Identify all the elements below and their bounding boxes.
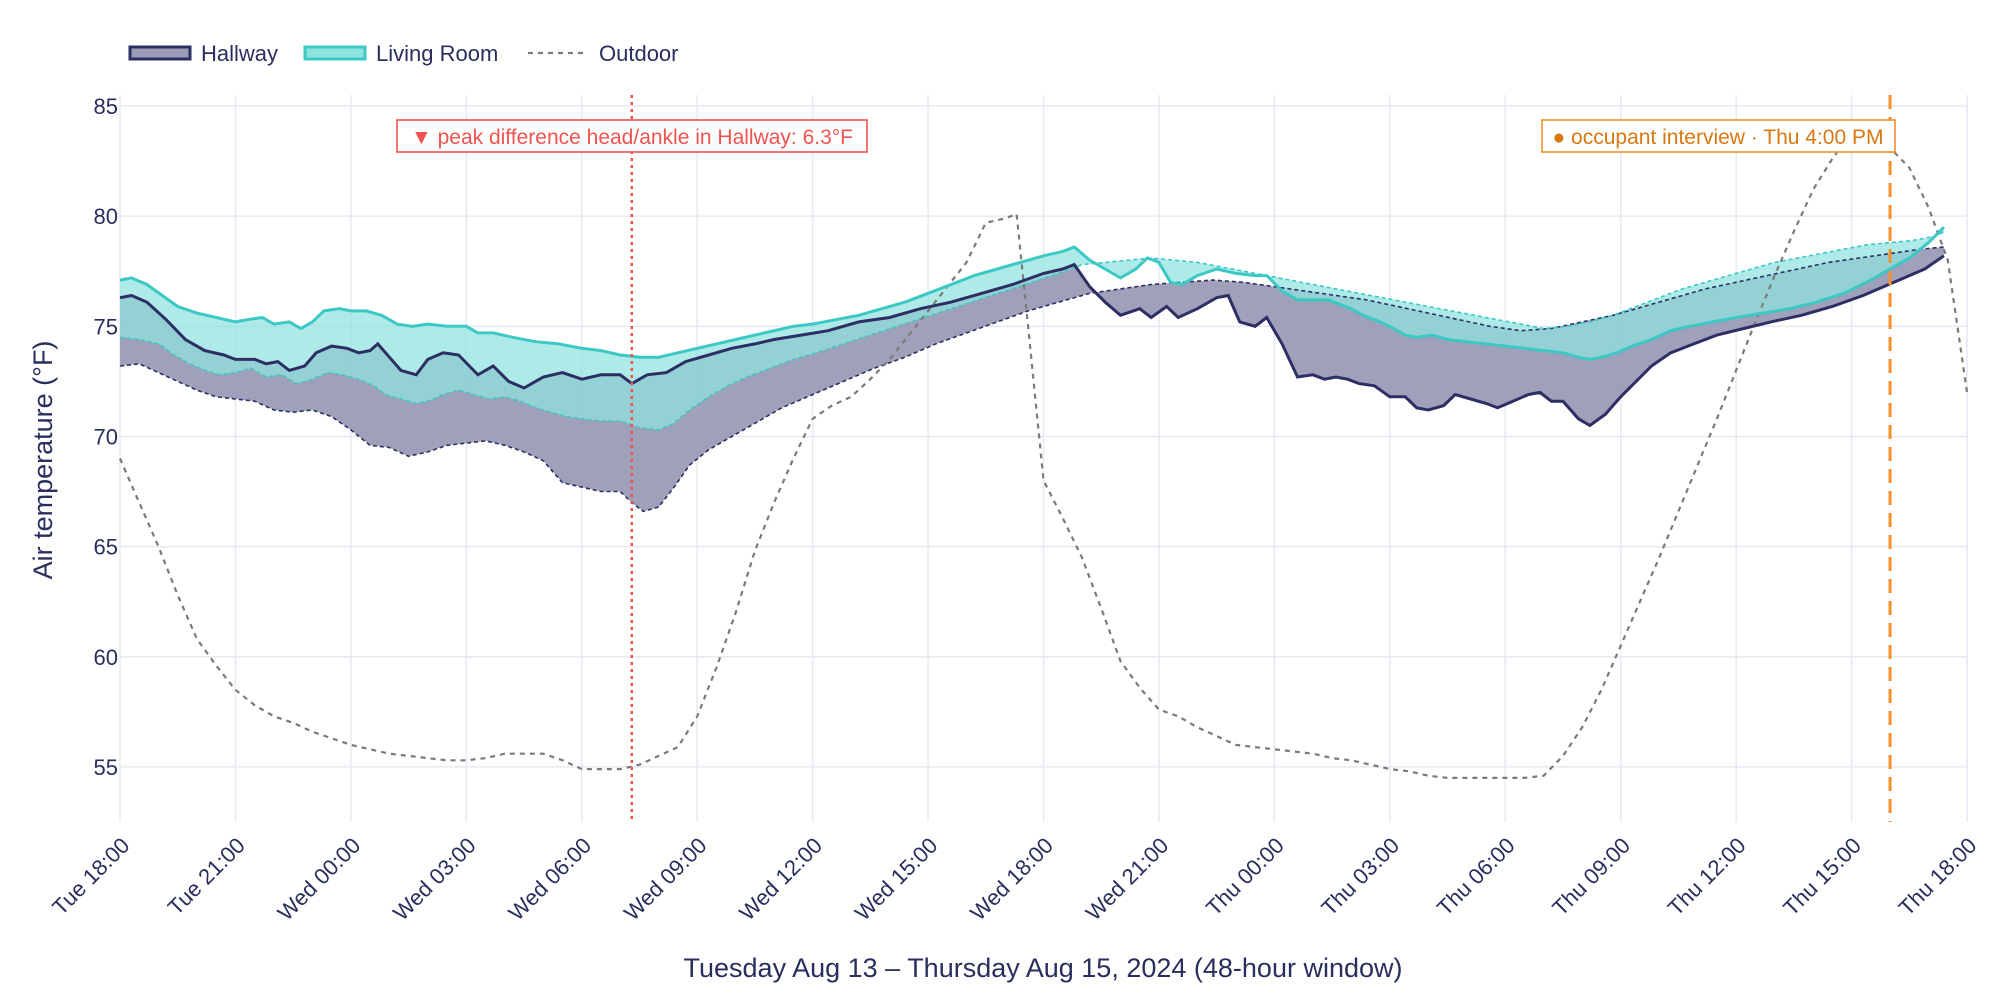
- x-tick-label: Wed 15:00: [850, 833, 943, 926]
- x-axis-ticks: Tue 18:00 Tue 21:00 Wed 00:00 Wed 03:00 Wed …: [47, 833, 1981, 926]
- x-tick-label: Tue 18:00: [47, 833, 134, 920]
- x-tick-label: Thu 18:00: [1894, 833, 1982, 921]
- living-room-ankle-line: [119, 230, 1945, 431]
- x-tick-label: Wed 18:00: [965, 833, 1058, 926]
- hallway-ankle-line: [119, 246, 1944, 513]
- x-tick-label: Wed 21:00: [1081, 833, 1174, 926]
- legend[interactable]: Hallway Living Room Outdoor: [128, 41, 679, 66]
- y-tick-label: 65: [94, 535, 118, 560]
- legend-hallway-label: Hallway: [201, 41, 278, 66]
- x-tick-label: Wed 12:00: [734, 833, 827, 926]
- interview-annotation-box: [1541, 119, 1896, 153]
- legend-living-room-swatch: [303, 45, 367, 61]
- x-tick-label: Wed 03:00: [388, 833, 481, 926]
- x-tick-label: Tue 21:00: [163, 833, 250, 920]
- x-tick-label: Thu 15:00: [1778, 833, 1866, 921]
- grid-lines: [119, 95, 1968, 822]
- y-tick-label: 70: [94, 424, 118, 449]
- hallway-band: [120, 247, 1944, 512]
- peak-annotation-box: [396, 119, 868, 153]
- y-tick-label: 55: [94, 755, 118, 780]
- y-tick-label: 85: [94, 94, 118, 119]
- y-tick-label: 80: [94, 204, 118, 229]
- band-fills: [120, 227, 1944, 512]
- interview-annotation-text: ● occupant interview · Thu 4:00 PM: [1553, 126, 1884, 149]
- x-tick-label: Thu 00:00: [1201, 833, 1289, 921]
- hallway-head-line: [119, 254, 1945, 428]
- y-tick-label: 60: [94, 645, 118, 670]
- x-tick-label: Thu 06:00: [1432, 833, 1520, 921]
- y-axis-ticks: 55 60 65 70 75 80 85: [94, 94, 118, 780]
- x-tick-label: Wed 06:00: [504, 833, 597, 926]
- annotations: ▼ peak difference head/ankle in Hallway:…: [396, 95, 1896, 822]
- y-tick-label: 75: [94, 314, 118, 339]
- x-tick-label: Wed 00:00: [273, 833, 366, 926]
- x-tick-label: Thu 12:00: [1663, 833, 1751, 921]
- living-room-head-line: [119, 226, 1945, 361]
- x-tick-label: Thu 09:00: [1547, 833, 1635, 921]
- legend-living-room-label: Living Room: [376, 41, 498, 66]
- y-axis-title: Air temperature (°F): [28, 341, 58, 580]
- series-lines: [118, 126, 1969, 779]
- x-axis-title: Tuesday Aug 13 – Thursday Aug 15, 2024 (…: [684, 953, 1403, 983]
- legend-outdoor-label: Outdoor: [599, 41, 679, 66]
- legend-hallway-swatch: [128, 45, 192, 61]
- x-tick-label: Thu 03:00: [1317, 833, 1405, 921]
- living-room-band: [120, 227, 1944, 430]
- outdoor-line: [118, 126, 1969, 779]
- x-tick-label: Wed 09:00: [619, 833, 712, 926]
- peak-annotation-text: ▼ peak difference head/ankle in Hallway:…: [411, 126, 853, 149]
